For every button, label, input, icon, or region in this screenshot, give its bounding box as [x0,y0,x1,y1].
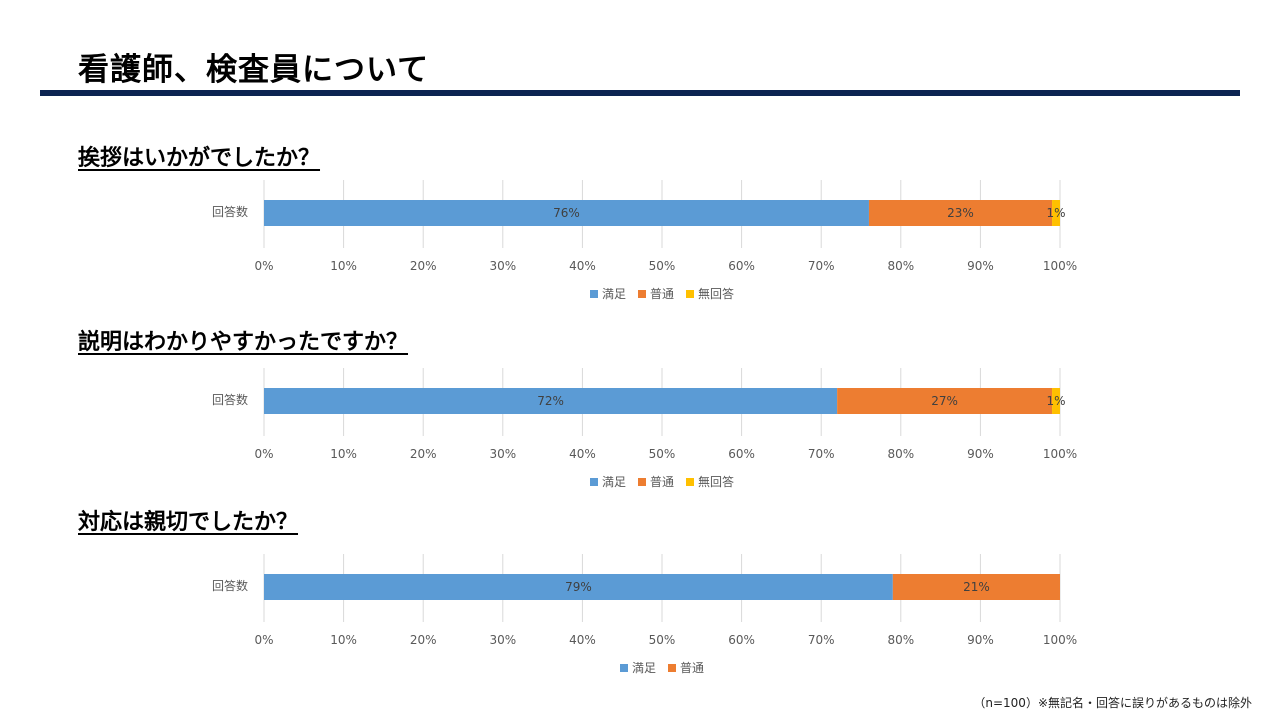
tick-label: 40% [569,633,596,647]
data-label: 23% [947,206,974,220]
tick-label: 70% [808,447,835,461]
tick-label: 100% [1043,259,1077,273]
tick-label: 100% [1043,633,1077,647]
tick-label: 40% [569,447,596,461]
tick-label: 20% [410,633,437,647]
bar-segment-0 [264,200,869,226]
data-label: 79% [565,580,592,594]
legend-label: 普通 [680,661,704,675]
question-title-explanation: 説明はわかりやすかったですか？ [78,330,409,355]
chart-explanation: 0% 10% 20% 30% 40% 50% 60% 70% 80% 90% 100% 回答数 72% 2… [212,368,1077,489]
question-title-kindness: 対応は親切でしたか？ [78,510,299,535]
legend-marker-0 [590,478,598,486]
tick-label: 100% [1043,447,1077,461]
bar-segment-1 [892,574,1060,600]
data-label: 1% [1046,206,1065,220]
data-label: 27% [931,394,958,408]
bar-segment-1 [837,388,1053,414]
tick-label: 0% [254,259,273,273]
data-label: 1% [1046,394,1065,408]
page-title: 看護師、検査員について [78,52,430,88]
legend-marker-1 [638,478,646,486]
tick-label: 80% [887,447,914,461]
legend-label: 無回答 [698,474,734,489]
legend-label: 普通 [650,475,674,489]
legend-label: 満足 [602,287,626,301]
tick-label: 60% [728,633,755,647]
chart-greeting: 0% 10% 20% 30% 40% 50% 60% 70% 80% 90% 100% 回答数 76% 2… [212,180,1077,301]
legend-marker-1 [638,290,646,298]
legend-marker-1 [668,664,676,672]
tick-label: 80% [887,259,914,273]
bar-segment-0 [264,388,838,414]
legend-label: 普通 [650,287,674,301]
tick-label: 30% [489,633,516,647]
legend-label: 満足 [632,661,656,675]
tick-label: 40% [569,259,596,273]
tick-label: 90% [967,633,994,647]
tick-label: 30% [489,447,516,461]
footer-note: （n=100）※無記名・回答に誤りがあるものは除外 [973,696,1252,710]
legend-marker-2 [686,290,694,298]
legend-marker-2 [686,478,694,486]
tick-label: 10% [330,633,357,647]
bar-segment-1 [868,200,1053,226]
bar-segment-0 [264,574,893,600]
tick-label: 70% [808,259,835,273]
chart-kindness: 0% 10% 20% 30% 40% 50% 60% 70% 80% 90% 100% 回答数 79% 2… [212,554,1077,675]
tick-label: 60% [728,447,755,461]
tick-label: 80% [887,633,914,647]
tick-label: 20% [410,259,437,273]
bar-segment-2 [1052,388,1060,414]
category-label: 回答数 [212,578,248,593]
legend-label: 満足 [602,475,626,489]
data-label: 72% [537,394,564,408]
tick-label: 20% [410,447,437,461]
tick-label: 70% [808,633,835,647]
tick-label: 30% [489,259,516,273]
tick-label: 90% [967,259,994,273]
bar-segment-2 [1052,200,1060,226]
tick-label: 60% [728,259,755,273]
tick-label: 50% [649,633,676,647]
tick-label: 10% [330,259,357,273]
tick-label: 10% [330,447,357,461]
legend-label: 無回答 [698,286,734,301]
legend-marker-0 [620,664,628,672]
tick-label: 50% [649,447,676,461]
question-title-greeting: 挨拶はいかがでしたか？ [78,146,321,171]
tick-label: 0% [254,447,273,461]
category-label: 回答数 [212,392,248,407]
tick-label: 90% [967,447,994,461]
legend-marker-0 [590,290,598,298]
data-label: 76% [553,206,580,220]
title-rule [40,90,1240,96]
data-label: 21% [963,580,990,594]
tick-label: 0% [254,633,273,647]
category-label: 回答数 [212,204,248,219]
tick-label: 50% [649,259,676,273]
